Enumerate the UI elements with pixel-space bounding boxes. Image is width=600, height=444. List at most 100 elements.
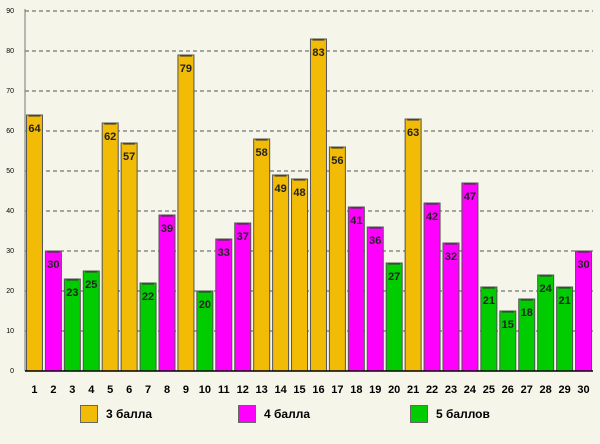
data-label-11: 33	[218, 247, 230, 259]
x-tick-label-23: 23	[445, 384, 457, 396]
x-tick-label-15: 15	[293, 384, 305, 396]
x-tick-label-13: 13	[256, 384, 268, 396]
legend-swatch-5-ballov	[410, 405, 428, 423]
data-label-22: 42	[426, 211, 438, 223]
gridlines	[25, 10, 593, 332]
data-label-13: 58	[256, 147, 268, 159]
data-label-5: 62	[104, 131, 116, 143]
data-label-27: 18	[521, 307, 533, 319]
data-label-10: 20	[199, 299, 211, 311]
y-tick-label-50: 50	[6, 168, 14, 175]
bar-24	[461, 182, 479, 372]
legend-item-5-ballov: 5 баллов	[410, 403, 490, 425]
x-tick-label-22: 22	[426, 384, 438, 396]
legend-swatch-3-balla	[80, 405, 98, 423]
legend-label-5-ballov: 5 баллов	[436, 407, 490, 421]
x-tick-label-20: 20	[388, 384, 400, 396]
x-tick-label-25: 25	[483, 384, 495, 396]
data-label-24: 47	[464, 191, 476, 203]
y-tick-label-0: 0	[10, 368, 14, 375]
data-label-16: 83	[312, 47, 324, 59]
x-tick-label-17: 17	[331, 384, 343, 396]
x-tick-label-16: 16	[312, 384, 324, 396]
bar-22	[423, 202, 441, 372]
x-tick-label-19: 19	[369, 384, 381, 396]
bar-18	[347, 206, 365, 372]
x-tick-label-2: 2	[50, 384, 56, 396]
x-tick-label-6: 6	[126, 384, 132, 396]
x-tick-label-3: 3	[69, 384, 75, 396]
bar-13	[253, 138, 271, 372]
data-label-2: 30	[47, 259, 59, 271]
data-label-8: 39	[161, 223, 173, 235]
data-label-14: 49	[274, 183, 286, 195]
x-tick-label-4: 4	[88, 384, 95, 396]
x-tick-label-7: 7	[145, 384, 151, 396]
bar-1	[25, 114, 43, 372]
y-tick-label-70: 70	[6, 88, 14, 95]
data-label-25: 21	[483, 295, 495, 307]
x-tick-label-26: 26	[502, 384, 514, 396]
bars	[25, 38, 593, 372]
data-label-26: 15	[502, 319, 514, 331]
data-label-12: 37	[237, 231, 249, 243]
data-label-9: 79	[180, 63, 192, 75]
legend-item-4-balla: 4 балла	[238, 403, 310, 425]
bar-5	[101, 122, 119, 372]
data-label-21: 63	[407, 127, 419, 139]
legend-item-3-balla: 3 балла	[80, 403, 152, 425]
y-tick-label-90: 90	[6, 8, 14, 15]
data-label-23: 32	[445, 251, 457, 263]
data-label-20: 27	[388, 271, 400, 283]
axes	[24, 9, 593, 372]
x-axis-ticks: 1 2 3 4 5 6 7 8 9 10 11 12 13 14 15 16 17 18 19 20 21 22 23 24 2…	[31, 384, 589, 396]
y-tick-label-10: 10	[6, 328, 14, 335]
bar-8	[158, 214, 176, 372]
legend-label-4-balla: 4 балла	[264, 407, 311, 421]
bar-9	[177, 54, 195, 372]
x-tick-label-5: 5	[107, 384, 113, 396]
data-label-1: 64	[28, 123, 41, 135]
bar-14	[272, 174, 290, 372]
data-label-29: 21	[558, 295, 570, 307]
bar-6	[120, 142, 138, 372]
data-label-15: 48	[293, 187, 305, 199]
x-tick-label-10: 10	[199, 384, 211, 396]
data-label-30: 30	[577, 259, 589, 271]
legend-label-3-balla: 3 балла	[106, 407, 153, 421]
legend-swatch-4-balla	[238, 405, 256, 423]
y-axis-ticks: 0 10 20 30 40 50 60 70 80 90	[6, 8, 14, 375]
x-tick-label-21: 21	[407, 384, 419, 396]
data-label-18: 41	[350, 215, 362, 227]
x-tick-label-18: 18	[350, 384, 362, 396]
bar-12	[234, 222, 252, 372]
x-tick-label-14: 14	[274, 384, 287, 396]
data-label-17: 56	[331, 155, 343, 167]
y-tick-label-30: 30	[6, 248, 14, 255]
y-tick-label-20: 20	[6, 288, 14, 295]
x-tick-label-24: 24	[464, 384, 477, 396]
y-tick-label-40: 40	[6, 208, 14, 215]
x-tick-label-9: 9	[183, 384, 189, 396]
bar-17	[328, 146, 346, 372]
x-tick-label-27: 27	[521, 384, 533, 396]
data-label-6: 57	[123, 151, 135, 163]
x-tick-label-1: 1	[31, 384, 37, 396]
bar-21	[404, 118, 422, 372]
x-tick-label-8: 8	[164, 384, 170, 396]
bar-15	[291, 178, 309, 372]
bar-19	[366, 226, 384, 372]
data-label-3: 23	[66, 287, 78, 299]
data-labels: 64 30 23 25 62 57 22 39 79 20 33 37 58 49 48 83 56 41 36 27…	[28, 47, 589, 331]
bar-16	[309, 38, 327, 372]
data-label-19: 36	[369, 235, 381, 247]
x-tick-label-28: 28	[540, 384, 552, 396]
y-tick-label-80: 80	[6, 48, 14, 55]
data-label-7: 22	[142, 291, 154, 303]
x-tick-label-29: 29	[558, 384, 570, 396]
x-tick-label-12: 12	[237, 384, 249, 396]
data-label-28: 24	[540, 283, 553, 295]
y-tick-label-60: 60	[6, 128, 14, 135]
